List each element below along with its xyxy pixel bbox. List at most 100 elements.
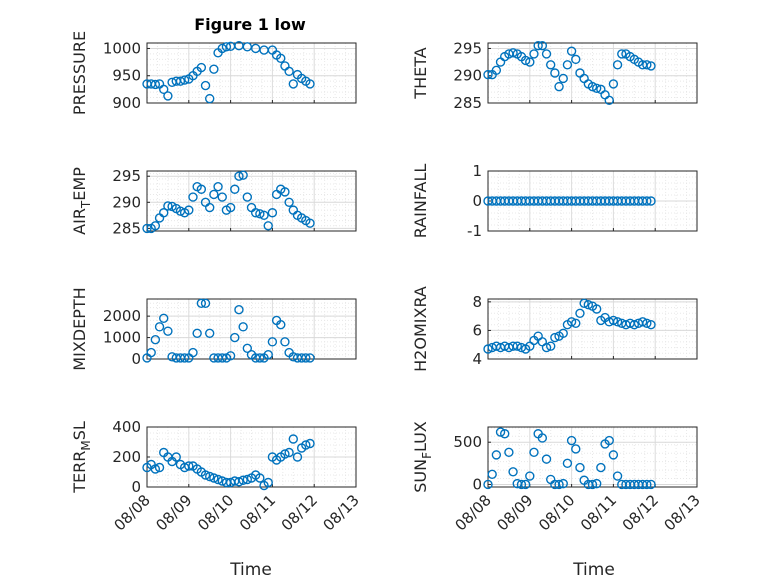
data-point	[571, 444, 581, 454]
data-point	[234, 171, 244, 181]
data-point	[483, 69, 493, 80]
y-axis-label: AIRTEMP	[70, 167, 93, 235]
data-point	[504, 447, 514, 458]
y-tick-label: 8	[472, 293, 482, 311]
data-point	[571, 318, 581, 328]
data-point	[150, 79, 161, 90]
data-point	[238, 475, 248, 485]
data-point	[171, 452, 181, 462]
y-axis-label: PRESSURE	[70, 31, 89, 115]
data-point	[209, 473, 219, 483]
data-point	[546, 341, 556, 351]
figure-title: Figure 1 low	[194, 15, 306, 34]
data-point	[284, 66, 294, 77]
y-tick-label: 0	[472, 192, 482, 210]
data-point	[242, 192, 253, 202]
data-point	[150, 464, 161, 474]
data-point	[204, 202, 215, 213]
data-point	[267, 337, 278, 347]
data-point	[520, 479, 531, 490]
y-axis-label: TERRMSL	[70, 421, 93, 494]
data-point	[642, 196, 652, 206]
data-point	[483, 344, 493, 354]
data-point	[142, 223, 152, 234]
y-tick-label: 295	[453, 39, 482, 57]
data-point	[554, 479, 564, 490]
data-point	[583, 300, 594, 310]
data-point	[525, 57, 535, 67]
data-point	[225, 351, 236, 361]
data-point	[500, 429, 510, 439]
axes-box	[487, 298, 698, 360]
data-point	[483, 479, 493, 490]
data-point	[234, 305, 244, 315]
subplot-theta: 285 290 295 THETA	[411, 39, 698, 112]
data-point	[154, 322, 165, 332]
data-point	[646, 320, 656, 330]
axes-box	[146, 170, 357, 232]
data-point	[554, 81, 564, 92]
y-tick-label: 950	[112, 67, 141, 85]
y-tick-label: 290	[112, 193, 141, 211]
y-tick-label: 2000	[103, 307, 141, 325]
y-tick-label: 4	[472, 350, 482, 368]
data-point	[163, 91, 173, 101]
data-point	[255, 209, 265, 219]
data-point	[305, 353, 315, 363]
y-tick-label: 295	[112, 167, 141, 185]
data-point	[221, 42, 232, 52]
axes-box	[146, 426, 357, 488]
data-point	[242, 343, 253, 353]
data-point	[163, 326, 173, 336]
y-tick-label: 1000	[103, 39, 141, 57]
y-tick-label: 0	[131, 350, 141, 368]
axes-box	[487, 426, 698, 488]
data-point	[562, 458, 573, 469]
data-point	[284, 197, 294, 208]
data-point	[179, 353, 190, 363]
y-tick-label: 400	[112, 418, 141, 436]
data-point	[288, 434, 298, 444]
data-point	[612, 60, 623, 70]
data-point	[204, 471, 215, 482]
data-point	[646, 196, 656, 206]
data-point	[242, 474, 253, 485]
data-point	[533, 41, 543, 51]
data-point	[604, 435, 614, 446]
data-point	[213, 474, 223, 485]
data-point	[491, 450, 502, 460]
data-point	[188, 347, 198, 358]
data-point	[263, 221, 273, 231]
data-point	[591, 83, 602, 93]
y-tick-label: 0	[472, 475, 482, 493]
data-point	[200, 470, 211, 480]
data-point	[604, 95, 614, 105]
data-point	[146, 347, 156, 358]
data-point	[204, 93, 215, 104]
y-axis-label: THETA	[411, 47, 430, 99]
data-point	[512, 341, 522, 351]
data-point	[596, 462, 606, 473]
data-point	[234, 477, 244, 487]
data-point	[612, 471, 623, 481]
data-point	[276, 320, 286, 330]
data-point	[646, 479, 656, 490]
data-point	[591, 304, 602, 314]
data-point	[255, 473, 265, 483]
data-point	[288, 79, 298, 89]
y-tick-label: 0	[131, 478, 141, 496]
y-tick-label: 1000	[103, 329, 141, 347]
data-point	[558, 328, 568, 338]
data-point	[487, 469, 497, 480]
data-point	[217, 43, 227, 54]
data-point	[305, 79, 315, 89]
subplot-pressure: 900 950 1000 PRESSURE	[70, 31, 357, 115]
data-point	[558, 478, 568, 489]
data-point	[184, 461, 194, 471]
data-point	[562, 60, 573, 70]
y-tick-label: 6	[472, 321, 482, 339]
data-point	[209, 189, 219, 200]
